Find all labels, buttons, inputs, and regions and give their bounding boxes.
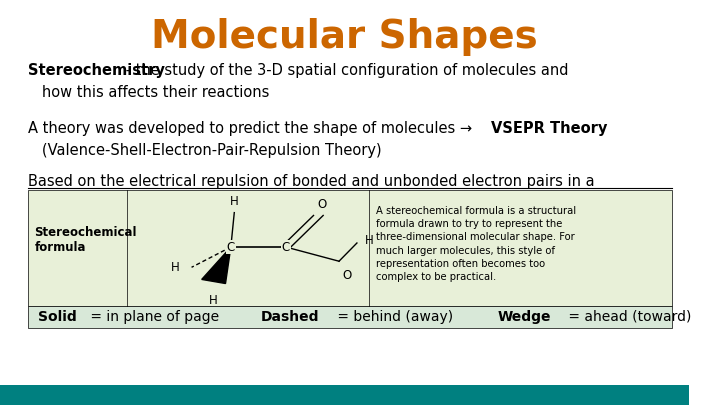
Text: Wedge: Wedge bbox=[498, 310, 552, 324]
Text: C: C bbox=[282, 241, 290, 254]
Text: A theory was developed to predict the shape of molecules →: A theory was developed to predict the sh… bbox=[27, 122, 477, 136]
Text: H: H bbox=[365, 234, 374, 247]
Text: how this affects their reactions: how this affects their reactions bbox=[27, 85, 269, 100]
Text: H: H bbox=[230, 195, 238, 208]
FancyBboxPatch shape bbox=[27, 190, 672, 306]
Text: A stereochemical formula is a structural
formula drawn to try to represent the
t: A stereochemical formula is a structural… bbox=[376, 206, 576, 282]
Text: Molecular Shapes: Molecular Shapes bbox=[151, 18, 538, 56]
Text: = behind (away): = behind (away) bbox=[333, 310, 467, 324]
Text: Solid: Solid bbox=[38, 310, 76, 324]
Text: = in plane of page: = in plane of page bbox=[86, 310, 228, 324]
Text: - the study of the 3-D spatial configuration of molecules and: - the study of the 3-D spatial configura… bbox=[120, 63, 568, 78]
Text: = ahead (toward): = ahead (toward) bbox=[564, 310, 691, 324]
Text: Stereochemical
formula: Stereochemical formula bbox=[35, 226, 137, 254]
Text: H: H bbox=[210, 294, 218, 307]
Text: C: C bbox=[227, 241, 235, 254]
Text: VSEPR Theory: VSEPR Theory bbox=[490, 122, 607, 136]
Polygon shape bbox=[202, 247, 231, 284]
Text: H: H bbox=[171, 261, 179, 274]
Text: O: O bbox=[318, 198, 326, 211]
FancyBboxPatch shape bbox=[27, 306, 672, 328]
Text: O: O bbox=[343, 269, 351, 282]
Text: Based on the electrical repulsion of bonded and unbonded electron pairs in a: Based on the electrical repulsion of bon… bbox=[27, 174, 594, 189]
Text: Stereochemistry: Stereochemistry bbox=[27, 63, 164, 78]
Text: (Valence-Shell-Electron-Pair-Repulsion Theory): (Valence-Shell-Electron-Pair-Repulsion T… bbox=[27, 143, 381, 158]
FancyBboxPatch shape bbox=[0, 385, 689, 405]
Text: Dashed: Dashed bbox=[261, 310, 320, 324]
